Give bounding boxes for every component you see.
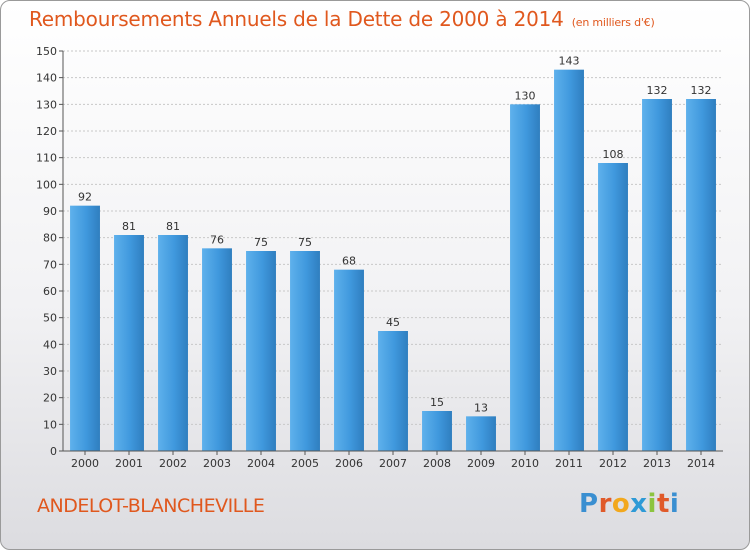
- x-tick-label: 2007: [379, 457, 407, 470]
- bar: [554, 69, 584, 452]
- bar: [70, 205, 100, 451]
- bar: [422, 411, 452, 451]
- bar: [466, 416, 496, 451]
- bar: [114, 235, 144, 451]
- data-label: 108: [603, 148, 624, 161]
- bar: [378, 331, 408, 451]
- data-label: 81: [122, 220, 136, 233]
- data-label: 15: [430, 396, 444, 409]
- y-tick-label: 50: [43, 312, 57, 325]
- data-label: 132: [647, 84, 668, 97]
- data-label: 75: [254, 236, 268, 249]
- x-tick-label: 2010: [511, 457, 539, 470]
- y-tick-label: 130: [36, 98, 57, 111]
- data-labels: 92 81 81 76 75 75 68 45 15 13 130 143 108 132 132: [78, 55, 712, 415]
- data-label: 68: [342, 255, 356, 268]
- bars: [70, 69, 716, 452]
- logo-letter: t: [656, 489, 670, 519]
- y-tick-label: 110: [36, 152, 57, 165]
- data-label: 45: [386, 316, 400, 329]
- data-label: 81: [166, 220, 180, 233]
- bar: [510, 104, 540, 451]
- logo-letter: x: [630, 489, 648, 519]
- commune-name: ANDELOT-BLANCHEVILLE: [37, 495, 265, 517]
- data-label: 75: [298, 236, 312, 249]
- y-tick-label: 70: [43, 258, 57, 271]
- data-label: 130: [515, 89, 536, 102]
- x-tick-label: 2003: [203, 457, 231, 470]
- x-tick-label: 2005: [291, 457, 319, 470]
- y-tick-label: 40: [43, 338, 57, 351]
- x-tick-label: 2004: [247, 457, 275, 470]
- data-label: 143: [559, 55, 580, 68]
- logo-letter: r: [598, 489, 612, 519]
- bar: [686, 99, 716, 451]
- data-label: 76: [210, 233, 224, 246]
- chart-title: Remboursements Annuels de la Dette de 20…: [29, 7, 655, 31]
- x-tick-label: 2014: [687, 457, 715, 470]
- y-tick-label: 30: [43, 365, 57, 378]
- x-tick-label: 2011: [555, 457, 583, 470]
- logo-letter: i: [647, 489, 657, 519]
- x-tick-label: 2000: [71, 457, 99, 470]
- logo-letter: o: [611, 489, 631, 519]
- bar: [246, 251, 276, 451]
- data-label: 132: [691, 84, 712, 97]
- y-tick-label: 100: [36, 178, 57, 191]
- x-tick-label: 2013: [643, 457, 671, 470]
- y-tick-label: 20: [43, 392, 57, 405]
- y-tick-label: 140: [36, 72, 57, 85]
- y-axis-ticks: 0 10 20 30 40 50 60 70 80 90 100 110 120 130 140 150: [36, 45, 63, 458]
- data-label: 13: [474, 401, 488, 414]
- data-label: 92: [78, 191, 92, 204]
- logo-letter: P: [579, 489, 599, 519]
- bar: [158, 235, 188, 451]
- bar: [598, 163, 628, 451]
- x-tick-label: 2012: [599, 457, 627, 470]
- logo-letter: i: [669, 489, 680, 519]
- x-tick-label: 2009: [467, 457, 495, 470]
- y-tick-label: 60: [43, 285, 57, 298]
- x-tick-label: 2006: [335, 457, 363, 470]
- y-tick-label: 120: [36, 125, 57, 138]
- x-tick-label: 2002: [159, 457, 187, 470]
- chart-title-text: Remboursements Annuels de la Dette de 20…: [29, 7, 564, 31]
- bar: [290, 251, 320, 451]
- x-axis-ticks: 2000 2001 2002 2003 2004 2005 2006 2007 2008 2009…: [71, 451, 715, 470]
- y-tick-label: 90: [43, 205, 57, 218]
- y-tick-label: 80: [43, 232, 57, 245]
- bar: [202, 248, 232, 451]
- chart-unit-label: (en milliers d'€): [571, 16, 655, 29]
- x-tick-label: 2008: [423, 457, 451, 470]
- proxiti-logo: Proxiti: [579, 489, 679, 519]
- x-tick-label: 2001: [115, 457, 143, 470]
- y-tick-label: 150: [36, 45, 57, 58]
- bar: [334, 269, 364, 451]
- y-tick-label: 0: [50, 445, 57, 458]
- bar: [642, 99, 672, 451]
- y-tick-label: 10: [43, 418, 57, 431]
